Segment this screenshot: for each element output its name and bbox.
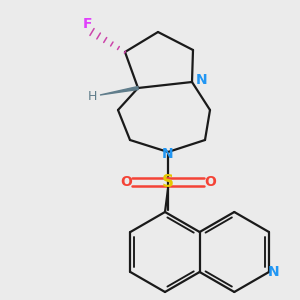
Text: N: N xyxy=(268,265,280,279)
Text: O: O xyxy=(204,175,216,189)
Text: S: S xyxy=(162,173,174,191)
Text: H: H xyxy=(87,91,97,103)
Polygon shape xyxy=(100,86,138,95)
Text: O: O xyxy=(120,175,132,189)
Text: N: N xyxy=(196,73,208,87)
Text: N: N xyxy=(162,147,174,161)
Text: F: F xyxy=(82,17,92,31)
